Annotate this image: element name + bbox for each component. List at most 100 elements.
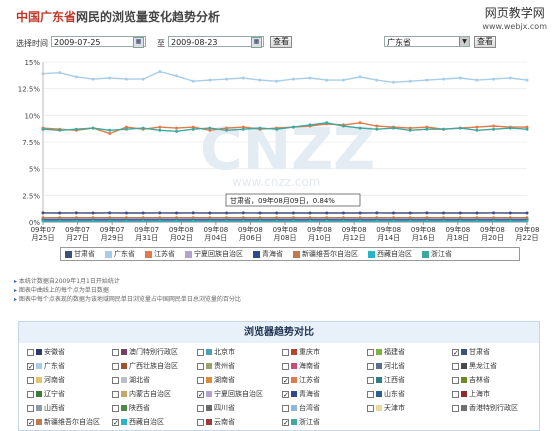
region-view-button[interactable]: 查看 <box>474 36 496 48</box>
data-point[interactable] <box>92 212 95 215</box>
data-point[interactable] <box>208 127 211 130</box>
legend-item[interactable]: 青海省 <box>253 249 283 259</box>
province-option[interactable]: 重庆市 <box>282 346 367 358</box>
data-point[interactable] <box>425 219 428 222</box>
calendar-icon[interactable]: ▦ <box>251 37 262 48</box>
legend-item[interactable]: 浙江省 <box>422 249 452 259</box>
data-point[interactable] <box>509 77 512 80</box>
data-point[interactable] <box>292 216 295 219</box>
data-point[interactable] <box>526 128 529 131</box>
date-from-input[interactable]: 2009-07-25▦ <box>51 36 146 47</box>
data-point[interactable] <box>58 216 61 219</box>
data-point[interactable] <box>292 78 295 81</box>
data-point[interactable] <box>442 216 445 219</box>
province-option[interactable]: ✓新疆维吾尔自治区 <box>27 416 112 428</box>
province-checkbox[interactable] <box>367 349 374 356</box>
data-point[interactable] <box>392 219 395 222</box>
data-point[interactable] <box>142 219 145 222</box>
province-checkbox[interactable]: ✓ <box>112 419 119 426</box>
province-option[interactable]: ✓甘肃省 <box>452 346 537 358</box>
data-point[interactable] <box>359 127 362 130</box>
data-point[interactable] <box>175 130 178 133</box>
data-point[interactable] <box>375 216 378 219</box>
calendar-icon[interactable]: ▦ <box>133 37 144 48</box>
data-point[interactable] <box>42 128 45 131</box>
data-point[interactable] <box>108 216 111 219</box>
data-point[interactable] <box>375 125 378 128</box>
legend-item[interactable]: 甘肃省 <box>65 249 95 259</box>
data-point[interactable] <box>275 216 278 219</box>
data-point[interactable] <box>242 216 245 219</box>
province-checkbox[interactable]: ✓ <box>282 377 289 384</box>
data-point[interactable] <box>208 79 211 82</box>
data-point[interactable] <box>292 219 295 222</box>
data-point[interactable] <box>58 212 61 215</box>
province-checkbox[interactable] <box>27 377 34 384</box>
legend-item[interactable]: 广东省 <box>105 249 135 259</box>
data-point[interactable] <box>492 125 495 128</box>
data-point[interactable] <box>526 79 529 82</box>
data-point[interactable] <box>292 126 295 129</box>
data-point[interactable] <box>125 212 128 215</box>
province-option[interactable]: 湖北省 <box>112 374 197 386</box>
data-point[interactable] <box>409 80 412 83</box>
data-point[interactable] <box>492 128 495 131</box>
data-point[interactable] <box>292 212 295 215</box>
province-checkbox[interactable] <box>27 391 34 398</box>
data-point[interactable] <box>142 127 145 130</box>
data-point[interactable] <box>242 77 245 80</box>
data-point[interactable] <box>309 77 312 80</box>
data-point[interactable] <box>325 79 328 82</box>
province-option[interactable]: ✓广东省 <box>27 360 112 372</box>
province-option[interactable]: 上海市 <box>452 388 537 400</box>
province-checkbox[interactable] <box>112 405 119 412</box>
province-checkbox[interactable]: ✓ <box>27 419 34 426</box>
data-point[interactable] <box>475 79 478 82</box>
data-point[interactable] <box>158 129 161 132</box>
data-point[interactable] <box>342 216 345 219</box>
data-point[interactable] <box>258 127 261 130</box>
view-button[interactable]: 查看 <box>270 36 292 48</box>
province-option[interactable]: ✓西藏自治区 <box>112 416 197 428</box>
data-point[interactable] <box>258 79 261 82</box>
province-option[interactable]: 吉林省 <box>452 374 537 386</box>
data-point[interactable] <box>509 219 512 222</box>
data-point[interactable] <box>392 212 395 215</box>
province-option[interactable]: ✓江苏省 <box>282 374 367 386</box>
province-option[interactable]: ✓青海省 <box>282 388 367 400</box>
data-point[interactable] <box>475 129 478 132</box>
data-point[interactable] <box>175 74 178 77</box>
data-point[interactable] <box>208 219 211 222</box>
province-checkbox[interactable]: ✓ <box>27 363 34 370</box>
legend-item[interactable]: 宁夏回族自治区 <box>185 249 243 259</box>
data-point[interactable] <box>192 219 195 222</box>
data-point[interactable] <box>475 212 478 215</box>
data-point[interactable] <box>526 216 529 219</box>
province-option[interactable]: 香港特别行政区 <box>452 402 537 414</box>
data-point[interactable] <box>142 78 145 81</box>
province-option[interactable]: 天津市 <box>367 402 452 414</box>
data-point[interactable] <box>492 78 495 81</box>
province-checkbox[interactable] <box>197 405 204 412</box>
data-point[interactable] <box>208 212 211 215</box>
province-checkbox[interactable] <box>282 349 289 356</box>
data-point[interactable] <box>442 128 445 131</box>
data-point[interactable] <box>42 211 45 214</box>
data-point[interactable] <box>425 128 428 131</box>
data-point[interactable] <box>509 127 512 130</box>
province-checkbox[interactable] <box>452 363 459 370</box>
data-point[interactable] <box>409 219 412 222</box>
data-point[interactable] <box>359 212 362 215</box>
data-point[interactable] <box>459 77 462 80</box>
data-point[interactable] <box>125 128 128 131</box>
province-checkbox[interactable] <box>367 377 374 384</box>
province-option[interactable]: 山西省 <box>27 402 112 414</box>
province-option[interactable]: 北京市 <box>197 346 282 358</box>
data-point[interactable] <box>75 211 78 214</box>
data-point[interactable] <box>309 212 312 215</box>
province-checkbox[interactable] <box>197 349 204 356</box>
province-option[interactable]: 内蒙古自治区 <box>112 388 197 400</box>
province-checkbox[interactable] <box>112 377 119 384</box>
data-point[interactable] <box>526 219 529 222</box>
data-point[interactable] <box>58 219 61 222</box>
